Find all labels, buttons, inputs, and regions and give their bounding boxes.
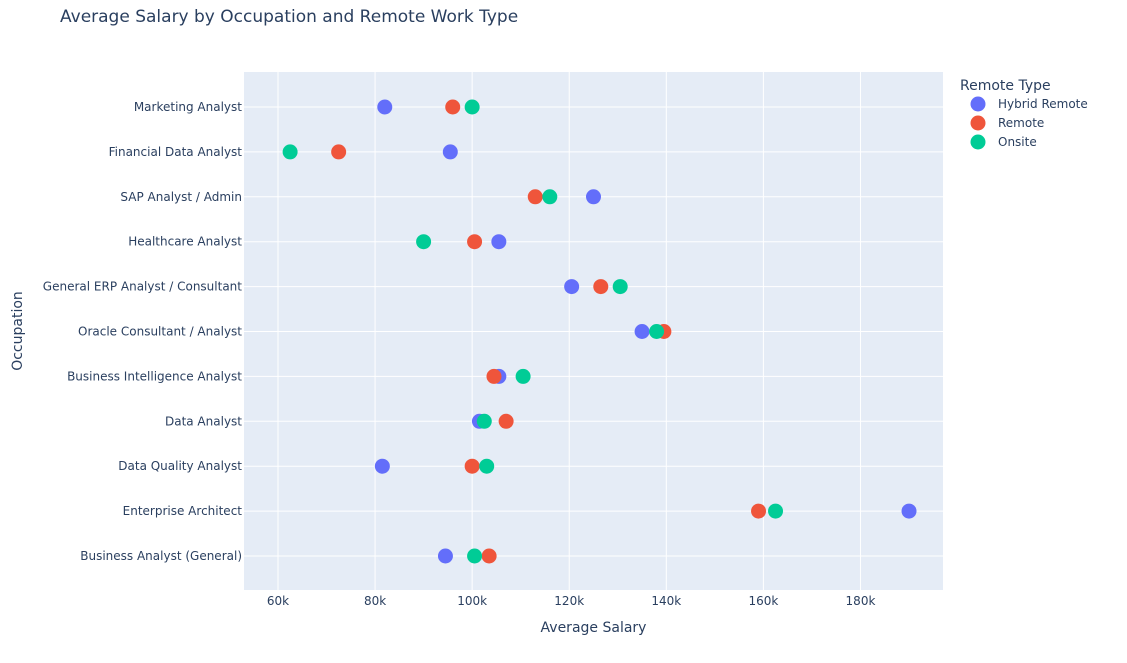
data-point-remote[interactable] xyxy=(467,234,483,250)
data-point-onsite[interactable] xyxy=(282,144,298,160)
data-point-hybrid-remote[interactable] xyxy=(442,144,458,160)
legend-items: Hybrid Remote Remote Onsite xyxy=(970,96,1088,150)
data-point-onsite[interactable] xyxy=(542,189,558,205)
data-point-onsite[interactable] xyxy=(649,324,665,339)
data-point-hybrid-remote[interactable] xyxy=(491,234,507,250)
data-point-onsite[interactable] xyxy=(612,279,628,295)
data-point-hybrid-remote[interactable] xyxy=(377,99,393,115)
data-point-onsite[interactable] xyxy=(479,458,495,474)
data-point-onsite[interactable] xyxy=(467,548,483,564)
legend-label[interactable]: Hybrid Remote xyxy=(998,97,1088,111)
legend-marker[interactable] xyxy=(970,115,986,131)
data-point-remote[interactable] xyxy=(498,413,514,429)
y-tick-label: SAP Analyst / Admin xyxy=(120,190,242,204)
data-markers xyxy=(282,99,917,564)
data-point-onsite[interactable] xyxy=(464,99,480,115)
legend: Remote Type Hybrid Remote Remote Onsite xyxy=(960,78,1088,150)
data-point-hybrid-remote[interactable] xyxy=(564,279,580,295)
x-axis-title: Average Salary xyxy=(541,620,647,636)
x-tick-label: 140k xyxy=(651,594,681,608)
y-tick-label: Data Analyst xyxy=(165,414,242,428)
data-point-onsite[interactable] xyxy=(476,413,492,429)
data-point-onsite[interactable] xyxy=(416,234,432,250)
x-tick-label: 100k xyxy=(457,594,487,608)
data-point-remote[interactable] xyxy=(445,99,461,115)
x-tick-label: 180k xyxy=(846,594,876,608)
data-point-hybrid-remote[interactable] xyxy=(634,324,650,339)
data-point-onsite[interactable] xyxy=(768,503,784,519)
data-point-remote[interactable] xyxy=(527,189,543,205)
data-point-hybrid-remote[interactable] xyxy=(586,189,601,205)
y-tick-label: Marketing Analyst xyxy=(134,100,242,114)
y-tick-label: Business Analyst (General) xyxy=(80,549,242,563)
chart-title: Average Salary by Occupation and Remote … xyxy=(60,7,518,27)
y-tick-label: Data Quality Analyst xyxy=(118,459,242,473)
data-point-remote[interactable] xyxy=(331,144,347,160)
y-tick-label: Financial Data Analyst xyxy=(109,145,243,159)
legend-label[interactable]: Onsite xyxy=(998,135,1037,149)
x-tick-label: 160k xyxy=(748,594,778,608)
legend-marker[interactable] xyxy=(970,96,986,112)
x-tick-label: 80k xyxy=(364,594,386,608)
y-tick-label: Business Intelligence Analyst xyxy=(67,369,242,383)
y-tick-label: General ERP Analyst / Consultant xyxy=(43,280,242,294)
data-point-hybrid-remote[interactable] xyxy=(374,458,390,474)
x-tick-label: 120k xyxy=(554,594,584,608)
y-tick-label: Oracle Consultant / Analyst xyxy=(78,325,242,339)
y-axis-title: Occupation xyxy=(10,291,26,371)
y-tick-label: Enterprise Architect xyxy=(123,504,243,518)
data-point-hybrid-remote[interactable] xyxy=(901,503,917,519)
x-axis-ticks: 60k 80k 100k 120k 140k 160k 180k xyxy=(267,594,876,608)
data-point-remote[interactable] xyxy=(486,368,502,384)
data-point-remote[interactable] xyxy=(751,503,767,519)
legend-marker[interactable] xyxy=(970,134,986,150)
data-point-onsite[interactable] xyxy=(515,368,531,384)
legend-label[interactable]: Remote xyxy=(998,116,1044,130)
data-point-remote[interactable] xyxy=(481,548,497,564)
legend-title: Remote Type xyxy=(960,78,1051,94)
y-tick-label: Healthcare Analyst xyxy=(128,235,242,249)
data-point-remote[interactable] xyxy=(464,458,480,474)
data-point-hybrid-remote[interactable] xyxy=(437,548,453,564)
x-tick-label: 60k xyxy=(267,594,289,608)
data-point-remote[interactable] xyxy=(593,279,609,295)
y-axis-ticks: Marketing Analyst Financial Data Analyst S… xyxy=(43,100,242,563)
